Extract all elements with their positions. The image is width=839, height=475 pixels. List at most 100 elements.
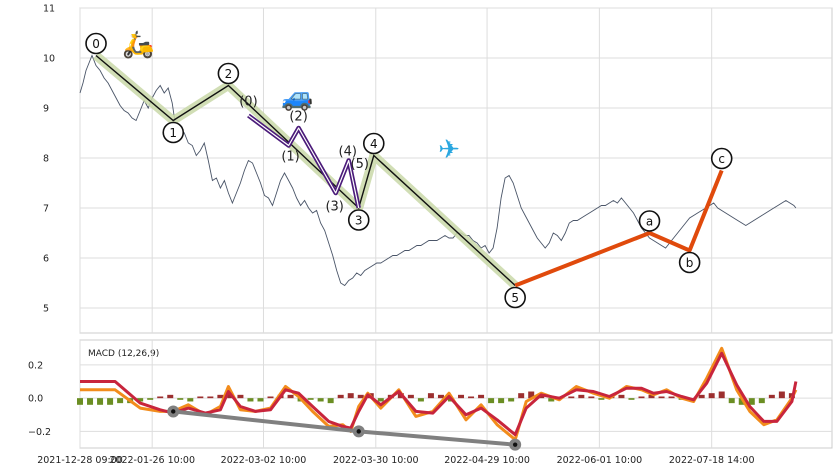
correction-wave-line <box>514 169 724 288</box>
macd-histogram-bar <box>187 398 194 402</box>
macd-histogram-bar <box>97 398 104 405</box>
sub-wave-label: (4) <box>339 145 357 160</box>
impulse-wave-line <box>95 54 516 287</box>
x-tick-label: 2022-03-02 10:00 <box>221 455 307 466</box>
price-y-tick-label: 9 <box>43 104 49 115</box>
divergence-point-center <box>512 442 518 447</box>
wave-label: c <box>718 152 725 166</box>
macd-histogram-bar <box>287 394 294 399</box>
x-tick-label: 2021-12-28 09:00 <box>37 455 123 466</box>
wave-label-circle <box>347 209 370 231</box>
macd-histogram-bar <box>197 396 204 399</box>
macd-histogram-bar <box>568 396 575 399</box>
macd-histogram-bar <box>588 396 595 399</box>
macd-histogram-bar <box>377 398 384 402</box>
sub-wave-label: (0) <box>239 95 257 110</box>
macd-histogram-bar <box>267 396 274 399</box>
wave-label: 0 <box>92 37 100 51</box>
x-tick-label: 2022-07-18 14:00 <box>669 455 755 466</box>
macd-histogram-bar <box>738 398 745 405</box>
price-y-tick-label: 6 <box>43 254 49 265</box>
price-line <box>79 54 797 287</box>
sub-wave-label: (5) <box>351 157 369 172</box>
price-y-tick-label: 8 <box>43 154 49 165</box>
scooter-icon: 🛵 <box>122 30 154 60</box>
x-tick-label: 2022-03-30 10:00 <box>333 455 419 466</box>
macd-signal-line <box>80 351 798 437</box>
macd-histogram-bar <box>648 394 655 399</box>
macd-histogram-bar <box>437 394 444 399</box>
macd-histogram-bar <box>257 398 264 402</box>
macd-histogram-bar <box>498 398 505 404</box>
macd-histogram-bar <box>157 396 164 399</box>
macd-line <box>80 346 798 442</box>
price-y-tick-label: 10 <box>43 54 55 65</box>
macd-histogram-bar <box>528 391 535 399</box>
macd-histogram-bar <box>718 391 725 399</box>
macd-histogram-bar <box>237 394 244 399</box>
macd-histogram-bar <box>478 394 485 399</box>
macd-histogram-bar <box>207 396 214 399</box>
macd-histogram-bar <box>748 398 755 405</box>
wave-label-circle <box>678 251 701 274</box>
macd-histogram-bar <box>107 398 114 405</box>
macd-histogram-bar <box>488 398 495 404</box>
macd-histogram-bar <box>407 394 414 399</box>
macd-histogram-bar <box>658 396 665 399</box>
macd-histogram-bar <box>778 391 785 399</box>
macd-histogram-bar <box>508 398 515 402</box>
macd-histogram-bar <box>247 398 254 402</box>
macd-histogram-bar <box>427 393 434 399</box>
x-tick-label: 2022-01-26 10:00 <box>109 455 195 466</box>
macd-histogram-bar <box>728 398 735 404</box>
macd-histogram-bar <box>147 398 154 400</box>
wave-label: b <box>686 256 694 270</box>
macd-histogram-bar <box>177 398 184 400</box>
wave-label: 1 <box>169 126 177 140</box>
macd-y-tick-label: 0.0 <box>28 394 43 405</box>
macd-histogram-bar <box>618 394 625 399</box>
car-icon: 🚙 <box>281 83 313 113</box>
wave-label: 3 <box>355 214 363 228</box>
macd-histogram-bar <box>217 394 224 399</box>
macd-y-tick-label: 0.2 <box>28 360 43 371</box>
macd-histogram-bar <box>708 393 715 399</box>
x-tick-label: 2022-06-01 10:00 <box>557 455 643 466</box>
wave-label-circle <box>504 286 526 309</box>
macd-histogram-bar <box>117 398 124 404</box>
macd-histogram-bar <box>167 394 174 399</box>
wave-label: 5 <box>511 291 519 305</box>
wave-label-circle <box>162 121 185 144</box>
macd-histogram-bar <box>87 398 94 405</box>
wave-label: a <box>646 215 653 229</box>
macd-histogram-bar <box>468 396 475 399</box>
price-y-tick-label: 5 <box>43 304 49 315</box>
wave-label-circle <box>217 62 240 85</box>
macd-histogram-bar <box>638 396 645 399</box>
price-y-tick-label: 7 <box>43 204 49 215</box>
macd-histogram-bar <box>357 394 364 399</box>
macd-histogram-bar <box>768 394 775 399</box>
sub-wave-label: (2) <box>289 110 307 125</box>
macd-histogram-bar <box>578 394 585 399</box>
macd-histogram-bar <box>347 393 354 399</box>
wave-label-circle <box>85 32 107 55</box>
divergence-point-center <box>171 409 176 414</box>
macd-panel: MACD (12,26,9) −0.2 0.0 0.2 <box>28 339 833 451</box>
macd-histogram-bar <box>668 396 675 399</box>
macd-histogram-bar <box>337 394 344 399</box>
x-tick-label: 2022-04-29 10:00 <box>444 455 530 466</box>
macd-histogram-bar <box>307 398 314 400</box>
airplane-icon: ✈ <box>438 135 460 165</box>
macd-histogram-bar <box>417 398 424 402</box>
macd-histogram-bar <box>518 393 525 399</box>
price-y-tick-label: 11 <box>43 4 55 15</box>
macd-histogram-bar <box>628 398 635 400</box>
sub-wave-inner-line <box>248 115 360 209</box>
wave-label-circle <box>638 210 661 232</box>
wave-label: 4 <box>370 137 378 151</box>
macd-histogram-bar <box>77 398 83 405</box>
